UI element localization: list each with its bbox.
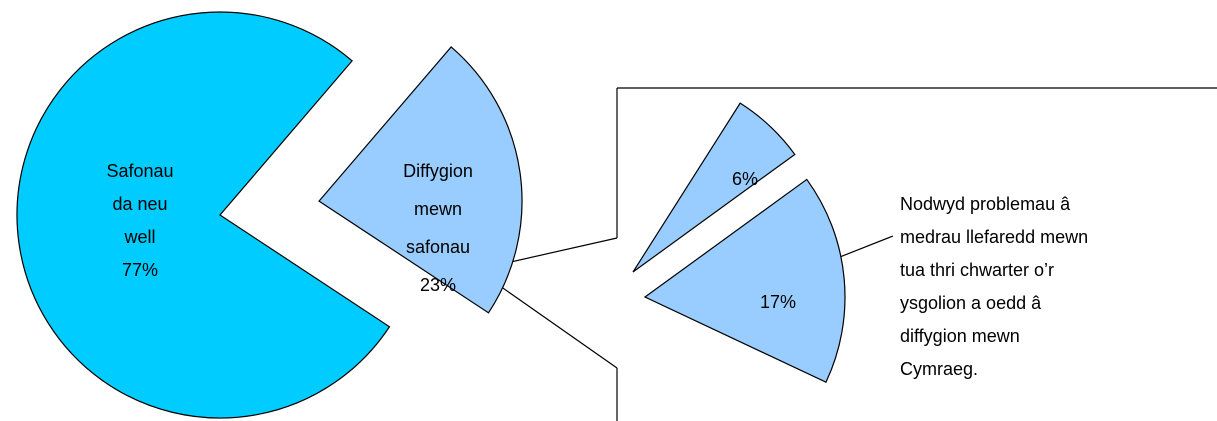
breakdown-frame	[483, 87, 1217, 421]
breakdown-slice	[632, 102, 796, 273]
slice-label-text: Diffygion mewn safonau	[403, 161, 473, 257]
pie-slice	[16, 11, 391, 419]
breakdown-label: 17%	[760, 292, 796, 312]
pie-slice	[318, 46, 523, 314]
annotation: Nodwyd problemau â medrau llefaredd mewn t…	[900, 194, 1088, 379]
slice-label-text: Safonau da neu well	[106, 161, 173, 247]
slice-label: Diffygion mewn safonau 23%	[403, 161, 473, 295]
breakdown-label: 6%	[732, 169, 758, 189]
breakdown-slice	[643, 178, 846, 383]
slice-label: Safonau da neu well 77%	[106, 161, 173, 280]
slice-label-text: 23%	[420, 275, 456, 295]
slice-label-text: 77%	[122, 260, 158, 280]
